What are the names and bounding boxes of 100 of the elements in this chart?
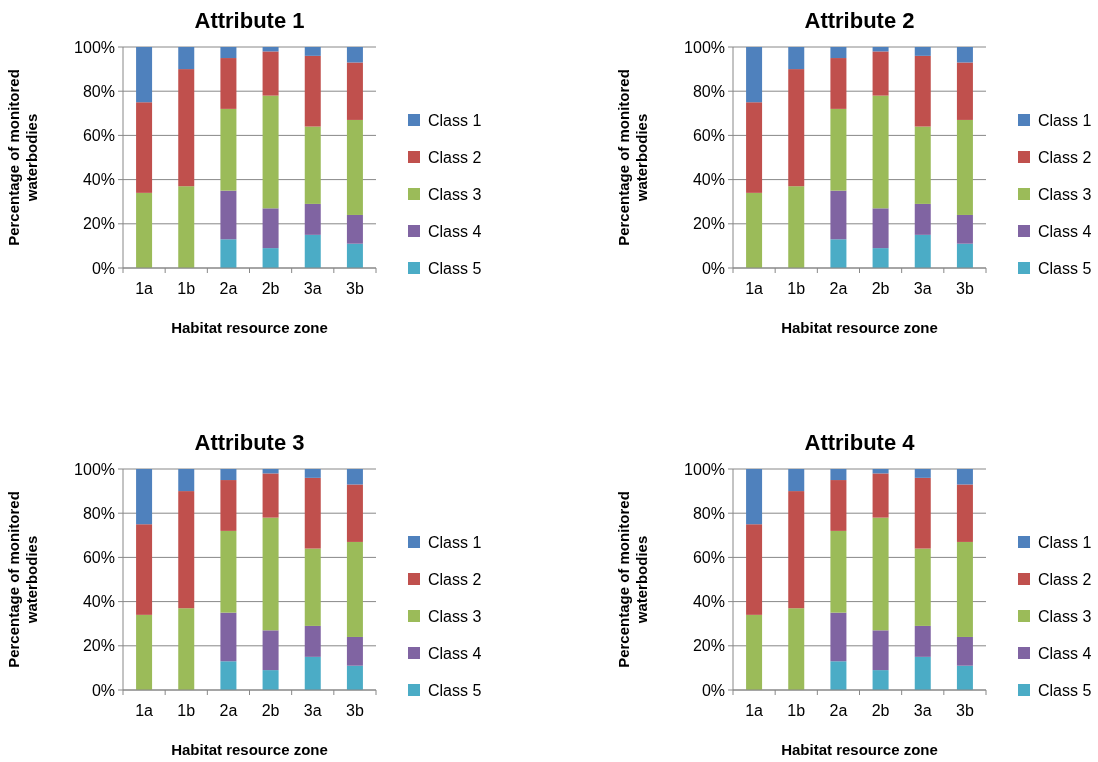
legend-label: Class 2: [1038, 570, 1092, 588]
bar: [956, 665, 973, 690]
bar: [788, 608, 805, 690]
bar: [872, 47, 889, 52]
bar: [304, 469, 321, 478]
legend-label: Class 3: [428, 607, 482, 625]
bar: [956, 636, 973, 666]
bar: [262, 47, 279, 52]
bar: [830, 58, 847, 109]
bar: [788, 47, 805, 70]
y-tick-label: 60%: [692, 127, 725, 144]
x-tick-label: 3a: [303, 702, 322, 719]
y-axis-title: Percentage of monitored waterbodies: [5, 69, 41, 246]
x-tick-label: 1b: [177, 280, 196, 297]
bar: [178, 491, 195, 609]
bar: [178, 469, 195, 492]
legend-label: Class 4: [428, 222, 482, 240]
y-tick-label: 0%: [91, 259, 115, 277]
bar: [872, 51, 889, 96]
y-tick-label: 20%: [82, 215, 115, 233]
bar: [956, 484, 973, 542]
bar: [304, 55, 321, 127]
bar: [872, 517, 889, 631]
legend-label: Class 4: [428, 644, 482, 662]
bar: [262, 670, 279, 690]
y-tick-label: 60%: [82, 127, 115, 144]
bar: [830, 47, 847, 59]
bar: [788, 69, 805, 187]
bar: [914, 126, 931, 204]
y-axis-title: Percentage of monitored waterbodies: [5, 491, 41, 668]
bar: [788, 469, 805, 492]
bar: [346, 636, 363, 666]
x-tick-label: 3b: [346, 702, 364, 719]
y-tick-label: 80%: [692, 504, 725, 522]
bar: [956, 243, 973, 268]
bar: [220, 47, 237, 59]
x-axis-title: Habitat resource zone: [171, 741, 328, 758]
bar: [304, 47, 321, 56]
x-tick-label: 1a: [745, 702, 764, 719]
chart-title: Attribute 4: [804, 430, 916, 455]
y-tick-label: 80%: [692, 82, 725, 100]
bar: [262, 473, 279, 518]
bar: [220, 530, 237, 613]
x-tick-label: 2a: [219, 702, 238, 719]
bar: [956, 47, 973, 63]
legend-label: Class 5: [1038, 681, 1092, 699]
y-tick-label: 80%: [82, 82, 115, 100]
legend-label: Class 4: [1038, 222, 1092, 240]
y-axis-title: Percentage of monitored waterbodies: [615, 491, 651, 668]
bar: [872, 473, 889, 518]
bar: [746, 614, 763, 690]
bar: [136, 47, 153, 103]
chart-title: Attribute 3: [194, 430, 305, 455]
y-tick-label: 80%: [82, 504, 115, 522]
bar: [788, 186, 805, 268]
x-tick-label: 3a: [913, 280, 932, 297]
legend-label: Class 5: [428, 681, 482, 699]
x-tick-label: 2b: [261, 702, 280, 719]
bar: [178, 47, 195, 70]
y-tick-label: 0%: [701, 259, 725, 277]
legend-label: Class 3: [428, 185, 482, 203]
bar: [872, 670, 889, 690]
x-tick-label: 3b: [346, 280, 364, 297]
bar: [178, 186, 195, 268]
bar: [220, 239, 237, 268]
y-tick-label: 20%: [692, 637, 725, 655]
y-tick-label: 100%: [74, 460, 115, 478]
bar: [872, 630, 889, 671]
bar: [830, 239, 847, 268]
bar: [914, 656, 931, 690]
x-tick-label: 3a: [913, 702, 932, 719]
bar: [830, 612, 847, 662]
bar: [346, 665, 363, 690]
bar: [746, 47, 763, 103]
y-tick-label: 100%: [684, 460, 725, 478]
legend-label: Class 3: [1038, 607, 1092, 625]
x-tick-label: 1a: [135, 280, 154, 297]
x-tick-label: 3a: [303, 280, 322, 297]
bar: [914, 625, 931, 657]
bar: [914, 234, 931, 268]
bar: [346, 47, 363, 63]
bar: [872, 469, 889, 474]
bar: [304, 548, 321, 626]
x-axis-title: Habitat resource zone: [781, 741, 938, 758]
legend-label: Class 2: [1038, 148, 1092, 166]
bar: [872, 248, 889, 268]
y-axis-title: Percentage of monitored waterbodies: [615, 69, 651, 246]
bar: [220, 108, 237, 191]
legend-label: Class 5: [1038, 259, 1092, 277]
bar: [346, 62, 363, 120]
y-tick-label: 0%: [701, 681, 725, 699]
y-tick-label: 40%: [82, 593, 115, 611]
bar: [914, 55, 931, 127]
bar: [304, 656, 321, 690]
legend-label: Class 3: [1038, 185, 1092, 203]
legend-label: Class 1: [428, 111, 482, 129]
bar: [872, 95, 889, 209]
bar: [914, 477, 931, 549]
bar: [956, 214, 973, 244]
bar: [304, 126, 321, 204]
